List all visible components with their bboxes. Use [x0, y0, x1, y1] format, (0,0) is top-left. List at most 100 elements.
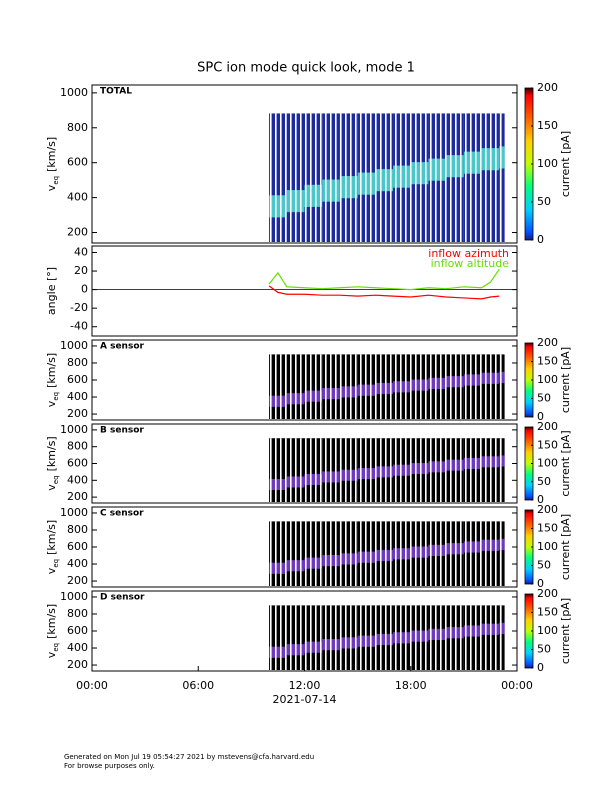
- y-label-part: [km/s]: [45, 520, 58, 555]
- x-tick-label: 06:00: [182, 679, 214, 692]
- y-tick-label: 400: [67, 390, 88, 403]
- colorbar-tick-label: 0: [537, 233, 544, 246]
- angle-line: [268, 285, 500, 300]
- colorbar-tick-label: 100: [537, 373, 558, 386]
- colorbar-tick-label: 150: [537, 355, 558, 368]
- y-tick-label: 20: [74, 264, 88, 277]
- data-gaps: [269, 438, 505, 503]
- colorbar-label: current [pA]: [559, 514, 572, 580]
- y-tick-label: 1000: [60, 86, 88, 99]
- colorbar-label: current [pA]: [559, 430, 572, 496]
- data-gaps: [269, 605, 505, 671]
- colorbar-tick-label: 0: [537, 661, 544, 674]
- y-tick-label: -20: [70, 301, 88, 314]
- panel-frame: [91, 245, 518, 337]
- colorbar-tick-label: 100: [537, 540, 558, 553]
- y-label-part: [km/s]: [45, 604, 58, 639]
- colorbar-tick-label: 150: [537, 438, 558, 451]
- y-axis-label: angle [°]: [45, 267, 58, 315]
- colorbar-tick-label: 0: [537, 410, 544, 423]
- y-label-part: [km/s]: [45, 436, 58, 471]
- colorbar-label: current [pA]: [559, 131, 572, 197]
- y-tick-label: 1000: [60, 423, 88, 436]
- data-gaps: [269, 521, 505, 587]
- colorbar-tick-label: 150: [537, 606, 558, 619]
- colorbar-tick-label: 200: [537, 587, 558, 600]
- panel-label: D sensor: [100, 593, 145, 603]
- y-tick-label: 40: [74, 245, 88, 258]
- colorbar-tick-label: 100: [537, 157, 558, 170]
- y-axis-label: veq [km/s]: [45, 520, 60, 574]
- angle-line: [268, 268, 500, 291]
- y-tick-label: 1000: [60, 506, 88, 519]
- y-tick-label: 800: [67, 440, 88, 453]
- page-title: SPC ion mode quick look, mode 1: [197, 61, 415, 76]
- y-label-part: v: [45, 400, 58, 407]
- y-tick-label: 800: [67, 523, 88, 536]
- data-gaps: [269, 354, 505, 420]
- y-tick-label: 1000: [60, 590, 88, 603]
- colorbar-tick-label: 200: [537, 336, 558, 349]
- colorbar-tick-label: 200: [537, 503, 558, 516]
- y-tick-label: 600: [67, 540, 88, 553]
- y-tick-label: 800: [67, 121, 88, 134]
- y-tick-label: 800: [67, 607, 88, 620]
- legend-entry: inflow altitude: [431, 257, 510, 270]
- x-tick-label: 00:00: [76, 679, 108, 692]
- y-axis-label: veq [km/s]: [45, 353, 60, 407]
- footer-line: For browse purposes only.: [64, 762, 155, 770]
- y-axis-label: veq [km/s]: [45, 604, 60, 658]
- colorbar-tick-label: 100: [537, 457, 558, 470]
- y-label-part: eq: [52, 392, 60, 401]
- colorbar-tick-label: 0: [537, 493, 544, 506]
- y-tick-label: 0: [81, 283, 88, 296]
- panel-label: A sensor: [100, 342, 145, 352]
- y-tick-label: 200: [67, 407, 88, 420]
- panel-label: B sensor: [100, 426, 144, 436]
- y-label-part: eq: [52, 643, 60, 652]
- colorbar-label: current [pA]: [559, 347, 572, 413]
- colorbar-tick-label: 100: [537, 624, 558, 637]
- y-tick-label: 800: [67, 356, 88, 369]
- y-tick-label: 400: [67, 641, 88, 654]
- colorbar-label: current [pA]: [559, 598, 572, 664]
- y-tick-label: 200: [67, 574, 88, 587]
- y-tick-label: 600: [67, 457, 88, 470]
- panel-label: TOTAL: [100, 87, 132, 97]
- colorbar-tick-label: 50: [537, 559, 551, 572]
- colorbar-tick-label: 0: [537, 577, 544, 590]
- colorbar-tick-label: 50: [537, 195, 551, 208]
- y-tick-label: 200: [67, 658, 88, 671]
- y-label-part: v: [45, 184, 58, 191]
- y-tick-label: 400: [67, 473, 88, 486]
- colorbar-tick-label: 50: [537, 392, 551, 405]
- x-tick-label: 00:00: [501, 679, 533, 692]
- y-axis-label: veq [km/s]: [45, 436, 60, 490]
- colorbar-tick-label: 50: [537, 475, 551, 488]
- y-label-part: eq: [52, 176, 60, 185]
- y-label-part: v: [45, 651, 58, 658]
- y-label-part: [km/s]: [45, 353, 58, 388]
- panel-label: C sensor: [100, 509, 144, 519]
- colorbar-tick-label: 150: [537, 119, 558, 132]
- y-label-part: v: [45, 484, 58, 491]
- y-tick-label: -40: [70, 320, 88, 333]
- y-tick-label: 1000: [60, 339, 88, 352]
- colorbar-tick-label: 200: [537, 420, 558, 433]
- colorbar-tick-label: 50: [537, 643, 551, 656]
- y-tick-label: 200: [67, 490, 88, 503]
- y-tick-label: 400: [67, 557, 88, 570]
- y-label-part: v: [45, 567, 58, 574]
- colorbar-tick-label: 150: [537, 522, 558, 535]
- legend-entry: inflow azimuth: [428, 247, 509, 260]
- y-label-part: eq: [52, 559, 60, 568]
- x-axis-label: 2021-07-14: [273, 693, 337, 706]
- y-axis-label: veq [km/s]: [45, 137, 60, 191]
- y-tick-label: 600: [67, 373, 88, 386]
- x-tick-label: 12:00: [289, 679, 321, 692]
- y-tick-label: 600: [67, 156, 88, 169]
- y-label-part: [km/s]: [45, 137, 58, 172]
- data-gaps: [269, 113, 505, 243]
- panel-frame: [91, 84, 518, 244]
